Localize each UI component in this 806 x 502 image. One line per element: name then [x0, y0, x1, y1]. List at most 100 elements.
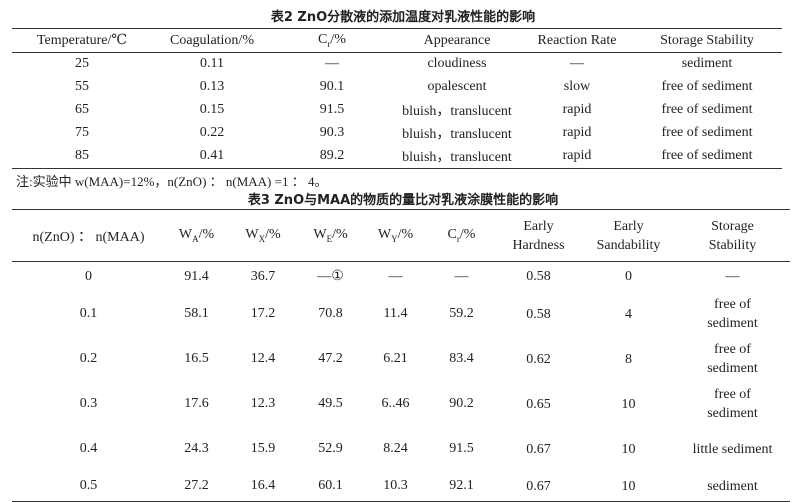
cell-text: 83.4 [449, 351, 474, 366]
cell: 89.2 [272, 145, 392, 169]
cell: 11.4 [363, 292, 428, 337]
cell-text: — [570, 56, 584, 72]
cell-text: 65 [75, 102, 89, 117]
cell-text: 10.3 [383, 478, 408, 494]
cell-text: 91.4 [184, 268, 209, 284]
cell: 91.5 [272, 99, 392, 122]
row: 65 0.15 91.5 bluish，translucent rapid free of… [12, 99, 782, 122]
cell-text: Storage Stability [708, 218, 757, 253]
cell-text: 0.2 [79, 351, 98, 366]
cell-text: Storage Stability [660, 32, 754, 48]
cell: free of sediment [675, 292, 790, 337]
cell-text: 0.11 [200, 56, 224, 72]
cell-text: 0.5 [79, 478, 98, 494]
cell-text: 85 [75, 148, 89, 164]
cell: 0 [582, 262, 675, 292]
cell-text: 11.4 [383, 306, 408, 321]
header-sub: A [192, 233, 199, 244]
cell-text: bluish，translucent [402, 104, 512, 119]
cell-text: 24.3 [184, 441, 209, 456]
cell-text: 75 [75, 125, 89, 140]
cell: free of sediment [675, 337, 790, 382]
cell-text: —① [317, 269, 344, 285]
cell-text: 8.24 [383, 441, 408, 456]
cell: 36.7 [228, 262, 298, 292]
header-sub: E [326, 233, 333, 244]
cell: little sediment [675, 427, 790, 472]
cell-text: 8 [625, 351, 632, 367]
cell: 91.4 [165, 262, 228, 292]
cell-text: Early Sandability [596, 218, 661, 253]
cell-text: n(ZnO) ： n(MAA) [32, 229, 145, 245]
cell-text: Early Hardness [512, 218, 565, 253]
cell-text: 17.2 [250, 306, 276, 321]
cell-text: 25 [75, 56, 89, 72]
cell: 0.22 [152, 122, 272, 145]
header-base: C [447, 227, 457, 243]
row: 55 0.13 90.1 opalescent slow free of sediment [12, 76, 782, 99]
cell-text: free of sediment [707, 297, 758, 331]
cell-text: — [725, 269, 740, 285]
cell: 70.8 [298, 292, 363, 337]
cell: 25 [12, 53, 152, 76]
cell-text: 47.2 [318, 351, 343, 366]
cell-text: bluish，translucent [402, 127, 512, 142]
cell-text: rapid [562, 148, 592, 164]
header-cell: Coagulation/% [152, 29, 272, 53]
cell: 60.1 [298, 472, 363, 502]
cell: bluish，translucent [392, 145, 522, 169]
header-cell: Storage Stability [632, 29, 782, 53]
cell: free of sediment [632, 76, 782, 99]
cell: 0.58 [495, 262, 582, 292]
cell-text: 91.5 [449, 441, 474, 456]
cell-text: 15.9 [250, 441, 276, 456]
header-sub: r [456, 233, 460, 244]
cell: 47.2 [298, 337, 363, 382]
cell: — [272, 53, 392, 76]
cell: 8 [582, 337, 675, 382]
cell: 24.3 [165, 427, 228, 472]
cell: bluish，translucent [392, 99, 522, 122]
cell-text: rapid [562, 125, 592, 140]
cell-text: — [325, 56, 339, 72]
cell: 10 [582, 472, 675, 502]
cell-text: free of sediment [707, 387, 758, 421]
header-unit: /% [330, 32, 346, 48]
cell-text: 0.13 [199, 79, 225, 94]
body: 25 0.11 — cloudiness — sediment 55 0.13 90.1 opal… [12, 53, 782, 169]
cell: cloudiness [392, 53, 522, 76]
body: 0 91.4 36.7 —① — —0.58 0—0.1 58.1 17.2 70.8 11.4 59… [12, 262, 790, 502]
cell: 6.21 [363, 337, 428, 382]
header-cell: Storage Stability [675, 210, 790, 262]
row: 25 0.11 — cloudiness — sediment [12, 53, 782, 76]
cell: opalescent [392, 76, 522, 99]
header-cell: Early Sandability [582, 210, 675, 262]
cell: 90.1 [272, 76, 392, 99]
cell-text: 6..46 [381, 396, 410, 411]
cell: 0.13 [152, 76, 272, 99]
cell: 17.2 [228, 292, 298, 337]
header-base: W [178, 227, 193, 243]
header-sub: Y [391, 233, 398, 244]
cell: rapid [522, 99, 632, 122]
cell-text: 0.1 [79, 306, 98, 321]
row: 0.4 24.3 15.9 52.9 8.24 91.5 0.67 10 little sedi… [12, 427, 790, 472]
head: Temperature/℃ Coagulation/% Cr/% Appearance… [12, 28, 782, 53]
cell: free of sediment [632, 99, 782, 122]
header-base: W [245, 227, 259, 243]
cell-text: rapid [562, 102, 592, 117]
cell-text: 91.5 [319, 102, 345, 117]
cell-text: 16.5 [184, 351, 209, 366]
table2-note: 注:实验中 w(MAA)=12%，n(ZnO) ： n(MAA) =1 ： 4。 [16, 174, 328, 189]
header-row: n(ZnO) ： n(MAA) WA/% WX/% WE/% WY/% Cr/% Early… [12, 209, 790, 262]
row: 0.5 27.2 16.4 60.1 10.3 92.1 0.67 10 sediment [12, 472, 790, 502]
cell-text: free of sediment [661, 79, 753, 94]
cell: rapid [522, 145, 632, 169]
cell-text: 0 [625, 269, 632, 285]
cell: 16.4 [228, 472, 298, 502]
cell-text: Reaction Rate [537, 32, 617, 48]
row: 0.2 16.5 12.4 47.2 6.21 83.4 0.62 8 free of sedi… [12, 337, 790, 382]
cell-text: 60.1 [318, 478, 343, 494]
header-cell: WA/% [165, 210, 228, 262]
cell: slow [522, 76, 632, 99]
